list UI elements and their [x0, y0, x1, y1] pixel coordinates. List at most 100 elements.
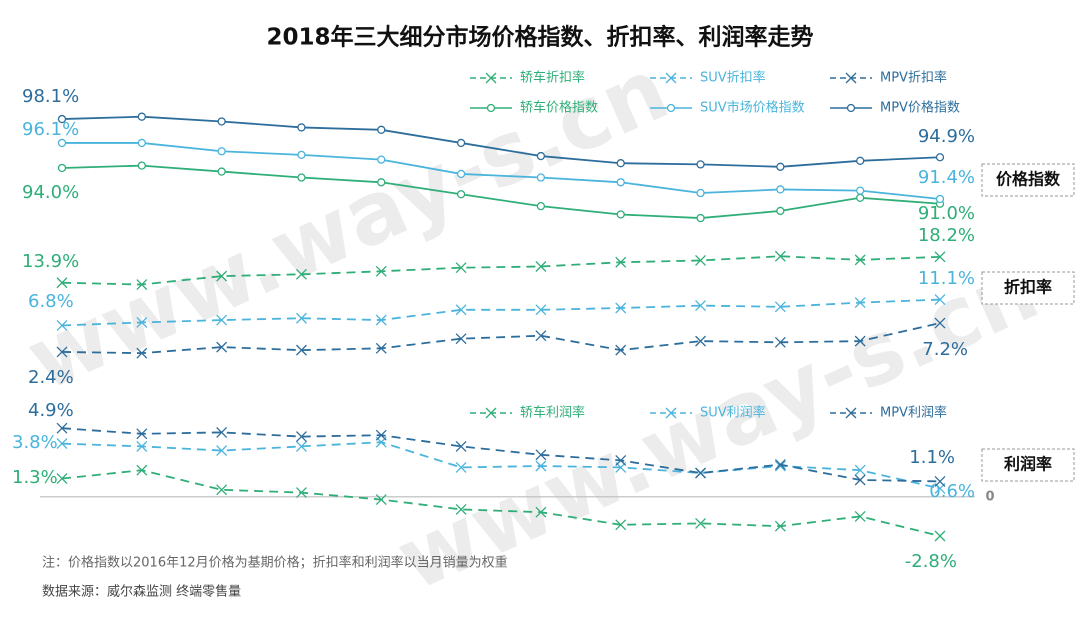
point	[56, 346, 68, 358]
point	[375, 314, 387, 326]
legend-label: SUV利润率	[700, 405, 766, 421]
point	[56, 277, 68, 289]
point	[56, 438, 68, 450]
point	[856, 186, 865, 195]
point	[295, 487, 307, 499]
point	[696, 160, 705, 169]
series-line	[61, 469, 941, 537]
point	[136, 316, 148, 328]
panel-label-box	[981, 448, 1075, 482]
point	[217, 147, 226, 156]
point	[455, 440, 467, 452]
point	[57, 163, 67, 173]
point	[856, 156, 865, 165]
point	[217, 117, 226, 126]
point	[535, 506, 547, 518]
legend-label: MPV利润率	[880, 405, 947, 421]
point	[776, 206, 785, 216]
point	[616, 178, 625, 187]
point	[695, 517, 707, 529]
value-label: 2.4%	[28, 367, 74, 388]
point	[615, 302, 627, 314]
point	[535, 330, 547, 342]
point	[375, 429, 387, 441]
point	[216, 314, 228, 326]
point	[136, 440, 148, 452]
panel-label: 价格指数	[996, 170, 1061, 189]
point	[57, 114, 67, 124]
legend-marker	[666, 103, 676, 113]
point	[695, 300, 707, 312]
legend-label: 轿车价格指数	[520, 100, 598, 116]
point	[774, 336, 786, 348]
point	[136, 347, 148, 359]
point	[56, 473, 68, 485]
legend-label: MPV价格指数	[880, 100, 960, 116]
point	[934, 317, 946, 329]
legend-marker	[845, 407, 857, 419]
point	[377, 155, 386, 164]
point	[696, 213, 705, 223]
point	[56, 422, 68, 434]
point	[854, 464, 866, 476]
point	[695, 255, 707, 266]
point	[774, 520, 786, 532]
point	[774, 250, 786, 262]
point	[137, 138, 146, 148]
point	[456, 169, 466, 179]
series-line	[62, 142, 941, 200]
point	[377, 178, 386, 187]
chart-title: 2018年三大细分市场价格指数、折扣率、利润率走势	[266, 24, 813, 51]
point	[295, 312, 307, 324]
point	[295, 431, 307, 443]
panel-label: 利润率	[1004, 455, 1052, 474]
y-tick-label: 0	[985, 489, 994, 504]
legend-marker	[665, 407, 677, 419]
point	[136, 428, 148, 440]
point	[934, 530, 946, 542]
point	[854, 474, 866, 486]
source: 数据来源：威尔森监测 终端零售量	[42, 584, 241, 600]
point	[615, 519, 627, 531]
point	[935, 153, 945, 162]
value-label: 96.1%	[22, 119, 79, 140]
series-line	[61, 298, 941, 327]
point	[776, 162, 785, 171]
point	[696, 188, 705, 198]
point	[774, 460, 786, 472]
value-label: 13.9%	[22, 251, 79, 272]
point	[375, 265, 387, 277]
point	[455, 304, 467, 316]
point	[216, 445, 228, 457]
point	[295, 344, 307, 356]
point	[455, 461, 467, 473]
legend-label: SUV市场价格指数	[700, 100, 805, 116]
point	[535, 460, 547, 472]
point	[856, 193, 865, 202]
point	[854, 254, 866, 266]
value-label: 3.8%	[12, 432, 58, 453]
point	[297, 173, 306, 182]
value-label: -2.8%	[905, 551, 957, 572]
point	[934, 475, 946, 487]
point	[455, 262, 467, 274]
point	[615, 344, 627, 356]
point	[535, 304, 547, 316]
panel-label-box	[981, 163, 1075, 197]
point	[137, 112, 146, 121]
point	[535, 449, 547, 461]
point	[136, 279, 148, 290]
point	[615, 256, 627, 268]
legend-marker	[845, 72, 857, 84]
point	[216, 341, 228, 353]
point	[536, 201, 546, 211]
value-label: 1.1%	[909, 447, 955, 468]
panel-label: 折扣率	[1004, 278, 1052, 297]
point	[934, 294, 946, 306]
value-label: 91.4%	[918, 167, 975, 188]
point	[217, 167, 226, 176]
point	[456, 190, 466, 199]
point	[774, 459, 786, 471]
value-label: 91.0%	[918, 203, 975, 224]
